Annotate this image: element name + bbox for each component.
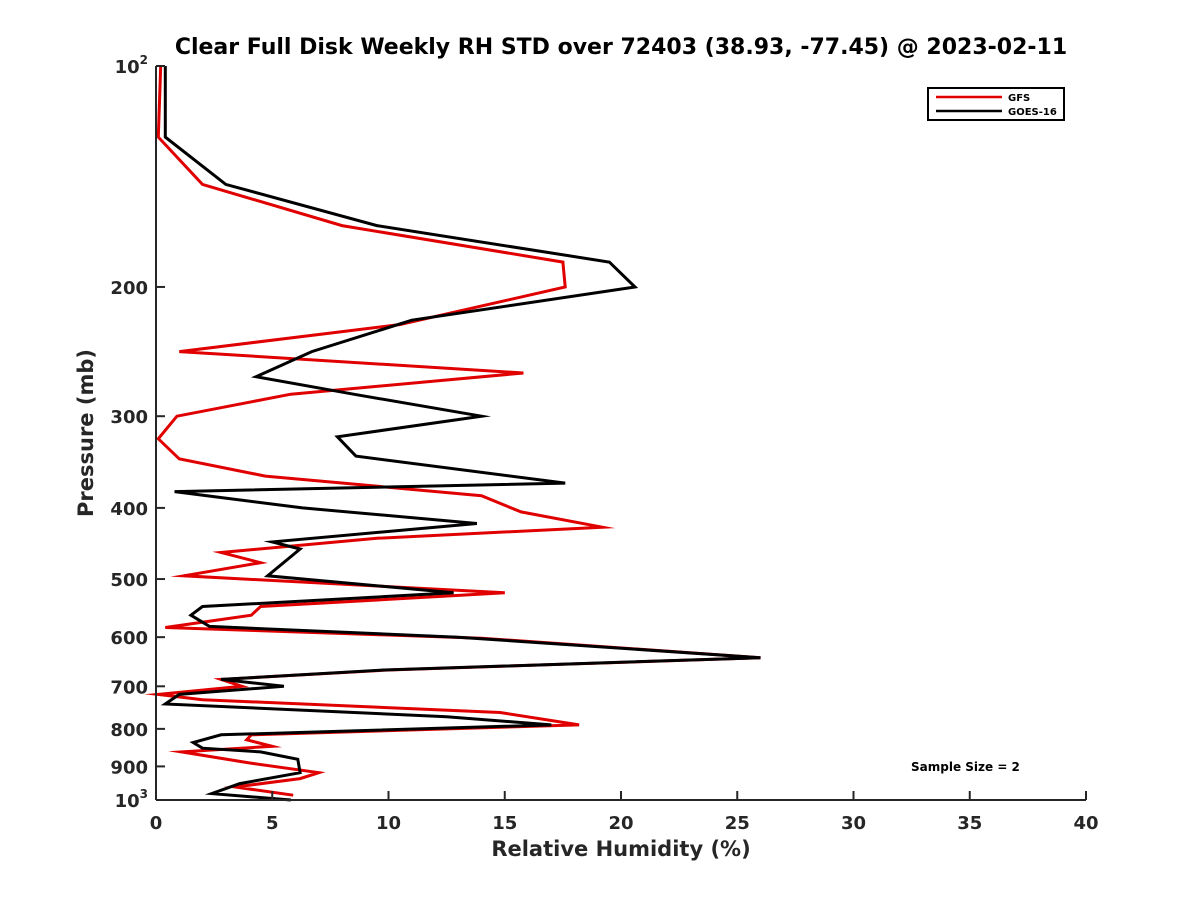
y-tick-label: 200 xyxy=(110,278,148,299)
x-tick-label: 20 xyxy=(608,813,633,834)
legend-label-goes16: GOES-16 xyxy=(1008,107,1057,118)
x-tick-label: 5 xyxy=(266,813,279,834)
y-tick-label: 800 xyxy=(110,720,148,741)
legend-label-gfs: GFS xyxy=(1008,93,1030,104)
y-tick-label: 700 xyxy=(110,677,148,698)
y-tick-label: 103 xyxy=(115,787,148,812)
chart-title: Clear Full Disk Weekly RH STD over 72403… xyxy=(175,35,1067,60)
x-tick-label: 25 xyxy=(725,813,750,834)
legend: GFS GOES-16 xyxy=(927,87,1065,121)
series-line-goes16 xyxy=(160,66,761,802)
y-ticks: 102 200 300 400 500 600 700 800 900 103 xyxy=(110,53,165,812)
x-tick-label: 35 xyxy=(957,813,982,834)
y-tick-label: 900 xyxy=(110,757,148,778)
y-tick-label: 600 xyxy=(110,628,148,649)
legend-box xyxy=(927,87,1065,121)
x-tick-label: 30 xyxy=(841,813,866,834)
y-tick-label: 500 xyxy=(110,570,148,591)
plot-lines xyxy=(144,65,761,802)
x-tick-label: 15 xyxy=(492,813,517,834)
x-tick-label: 40 xyxy=(1073,813,1098,834)
x-ticks: 0 5 10 15 20 25 30 35 40 xyxy=(150,791,1099,834)
x-tick-label: 10 xyxy=(376,813,401,834)
y-axis-label: Pressure (mb) xyxy=(74,349,98,517)
x-tick-label: 0 xyxy=(150,813,163,834)
y-tick-label: 102 xyxy=(115,53,148,78)
series-line-gfs xyxy=(144,65,761,797)
sample-size-annotation: Sample Size = 2 xyxy=(911,760,1020,774)
y-tick-label: 300 xyxy=(110,407,148,428)
x-axis-label: Relative Humidity (%) xyxy=(491,837,750,861)
y-tick-label: 400 xyxy=(110,499,148,520)
